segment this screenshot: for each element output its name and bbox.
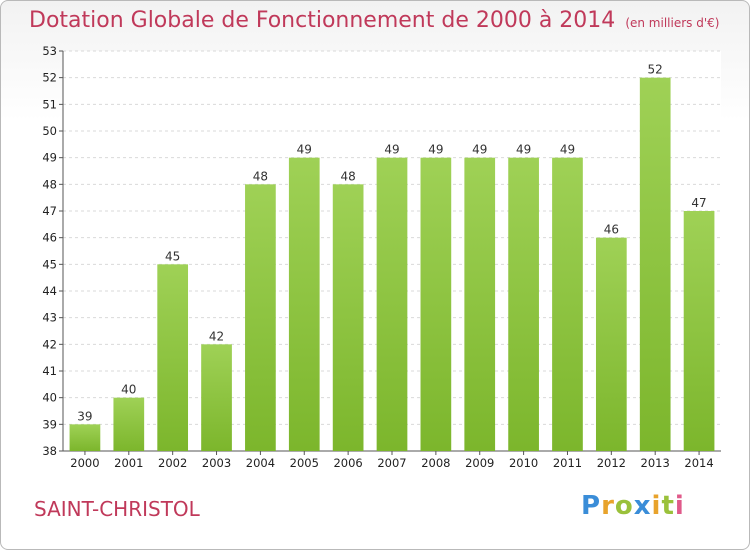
value-label-2000: 39: [77, 409, 92, 423]
y-tick-label: 46: [42, 231, 57, 245]
x-tick-label-2013: 2013: [641, 456, 670, 470]
x-tick-label-2007: 2007: [377, 456, 406, 470]
y-tick-label: 39: [42, 417, 57, 431]
value-label-2004: 48: [253, 169, 268, 183]
x-tick-label-2004: 2004: [246, 456, 275, 470]
y-tick-label: 48: [42, 177, 57, 191]
bar-2004: [245, 184, 276, 452]
value-label-2006: 48: [340, 169, 355, 183]
value-label-2011: 49: [560, 143, 575, 157]
x-tick-label-2006: 2006: [333, 456, 362, 470]
y-tick-label: 51: [42, 97, 57, 111]
value-label-2013: 52: [648, 63, 663, 77]
value-label-2009: 49: [472, 143, 487, 157]
x-tick-label-2012: 2012: [597, 456, 626, 470]
y-tick-label: 41: [42, 364, 57, 378]
x-tick-label-2009: 2009: [465, 456, 494, 470]
value-label-2014: 47: [691, 196, 706, 210]
y-tick-label: 44: [42, 284, 57, 298]
commune-name: SAINT-CHRISTOL: [34, 497, 200, 521]
bar-2000: [69, 424, 101, 451]
x-tick-label-2001: 2001: [114, 456, 143, 470]
value-label-2001: 40: [121, 383, 136, 397]
value-label-2010: 49: [516, 143, 531, 157]
bar-2006: [332, 184, 364, 452]
chart-subtitle: (en milliers d'€): [625, 16, 720, 30]
proxiti-logo: Proxiti: [581, 491, 685, 521]
bar-2011: [552, 157, 583, 451]
x-tick-label-2002: 2002: [158, 456, 187, 470]
y-tick-label: 38: [42, 444, 57, 458]
bar-2009: [464, 157, 496, 451]
x-tick-label-2014: 2014: [684, 456, 713, 470]
y-tick-label: 52: [42, 71, 57, 85]
x-tick-label-2000: 2000: [70, 456, 99, 470]
value-label-2005: 49: [297, 143, 312, 157]
y-tick-label: 45: [42, 257, 57, 271]
bar-2007: [376, 157, 408, 451]
chart-title-text: Dotation Globale de Fonctionnement de 20…: [29, 8, 616, 33]
bar-2002: [157, 264, 189, 451]
bar-2001: [113, 397, 145, 451]
value-label-2012: 46: [604, 223, 619, 237]
chart-title: Dotation Globale de Fonctionnement de 20…: [29, 8, 719, 33]
y-tick-label: 50: [42, 124, 57, 138]
x-tick-label-2005: 2005: [290, 456, 319, 470]
y-tick-label: 43: [42, 311, 57, 325]
bar-2010: [508, 157, 539, 451]
value-label-2003: 42: [209, 329, 224, 343]
value-label-2007: 49: [384, 143, 399, 157]
y-tick-label: 42: [42, 337, 57, 351]
bar-2003: [201, 344, 232, 451]
y-tick-label: 53: [42, 44, 57, 58]
bar-2005: [288, 157, 320, 451]
bar-2013: [639, 77, 671, 452]
bar-2008: [420, 157, 452, 451]
y-tick-label: 49: [42, 151, 57, 165]
bar-2014: [683, 211, 715, 451]
value-label-2008: 49: [428, 143, 443, 157]
x-tick-label-2010: 2010: [509, 456, 538, 470]
bar-2012: [595, 237, 627, 451]
x-tick-label-2003: 2003: [202, 456, 231, 470]
x-tick-label-2011: 2011: [553, 456, 582, 470]
value-label-2002: 45: [165, 249, 180, 263]
y-tick-label: 40: [42, 391, 57, 405]
x-tick-label-2008: 2008: [421, 456, 450, 470]
y-tick-label: 47: [42, 204, 57, 218]
